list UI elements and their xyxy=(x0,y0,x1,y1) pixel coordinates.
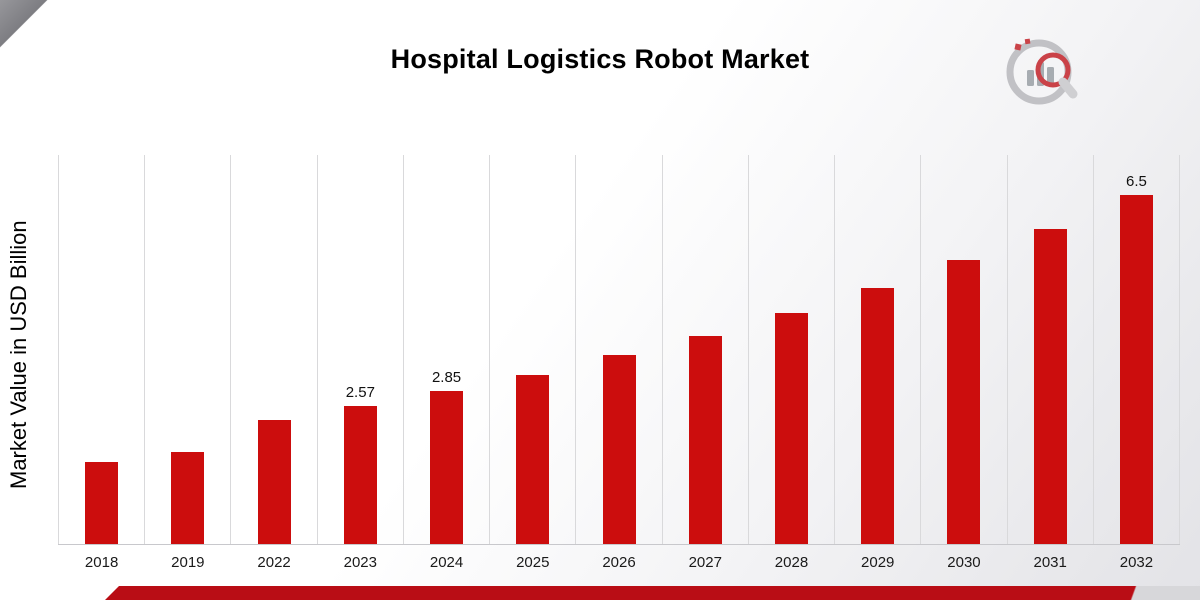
bar xyxy=(171,452,205,544)
bar xyxy=(602,355,636,544)
corner-decoration-bottom-right xyxy=(1050,586,1200,600)
bar xyxy=(85,461,119,544)
x-axis-tick-label: 2024 xyxy=(429,554,464,571)
x-axis-tick-label: 2023 xyxy=(343,554,377,571)
bar xyxy=(774,313,808,544)
x-axis-tick-label: 2028 xyxy=(774,554,809,571)
bar-value-label: 2.85 xyxy=(431,369,462,387)
bar-cell: 2019 xyxy=(144,155,230,571)
bar-cell: 2031 xyxy=(1006,155,1093,571)
bar-cell: 6.5 2032 xyxy=(1092,155,1181,571)
bar-cell: 2.85 2024 xyxy=(402,155,489,571)
chart-title: Hospital Logistics Robot Market xyxy=(390,44,810,74)
bar-cell: 2026 xyxy=(575,155,661,571)
x-axis-tick-label: 2029 xyxy=(861,554,895,571)
bar-value-label: 6.5 xyxy=(1126,173,1147,191)
bar xyxy=(343,406,377,544)
x-axis-tick-label: 2026 xyxy=(602,554,636,571)
bottom-accent-bar xyxy=(105,586,1200,600)
bar xyxy=(430,391,464,544)
bar xyxy=(516,375,550,544)
x-axis-tick-label: 2030 xyxy=(947,554,981,571)
x-axis-tick-label: 2031 xyxy=(1033,554,1067,571)
bar-cell: 2029 xyxy=(834,155,920,571)
x-axis-tick-label: 2032 xyxy=(1119,554,1154,571)
bar-cell: 2028 xyxy=(747,155,834,571)
plot-area: 2018 2019 2022 2.57 2023 2.85 2024 2025 2026 2027… xyxy=(58,155,1181,571)
bar xyxy=(688,336,722,544)
x-axis-tick-label: 2019 xyxy=(171,554,205,571)
bar-cell: 2027 xyxy=(661,155,748,571)
bar xyxy=(947,260,981,544)
bar xyxy=(1119,195,1153,544)
corner-decoration-top-left xyxy=(0,0,52,52)
bar-value-label: 2.57 xyxy=(345,384,375,402)
y-axis-label: Market Value in USD Billion xyxy=(6,220,31,490)
x-axis-tick-label: 2018 xyxy=(84,554,119,571)
bar xyxy=(257,420,291,544)
bar xyxy=(1033,228,1067,544)
bar-cell: 2018 xyxy=(58,155,144,571)
x-axis-tick-label: 2027 xyxy=(688,554,722,571)
bar-cell: 2022 xyxy=(230,155,316,571)
bar-cell: 2030 xyxy=(920,155,1006,571)
bar-cell: 2025 xyxy=(489,155,575,571)
bar xyxy=(861,288,895,544)
x-axis-tick-label: 2025 xyxy=(516,554,550,571)
bar-cell: 2.57 2023 xyxy=(316,155,403,571)
brand-logo xyxy=(1001,32,1085,116)
x-axis-tick-label: 2022 xyxy=(257,554,291,571)
